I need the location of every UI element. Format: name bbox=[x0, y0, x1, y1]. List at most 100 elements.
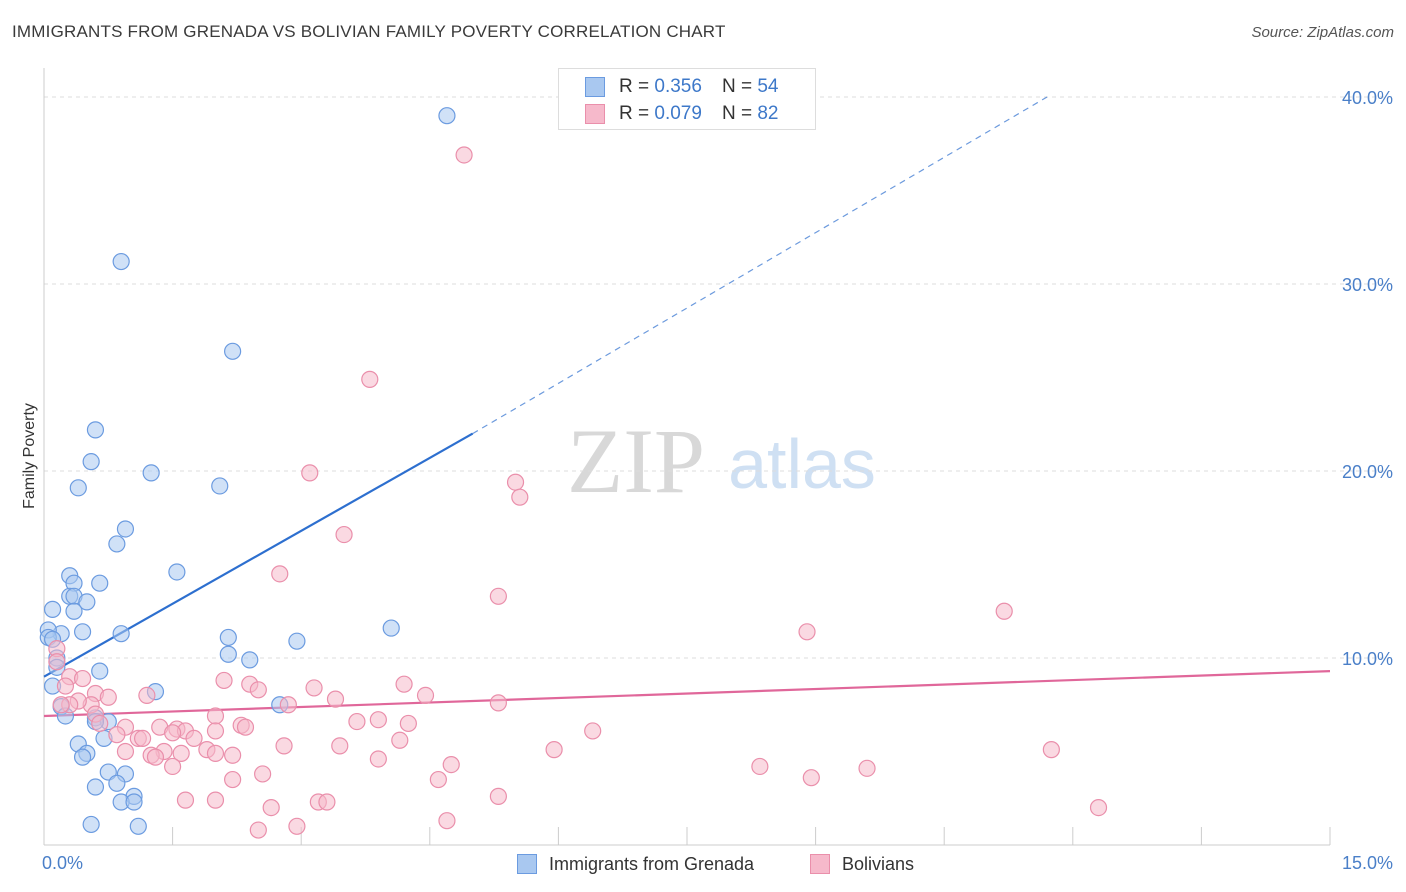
point-bolivian bbox=[326, 690, 345, 708]
legend-r-value: 0.356 bbox=[654, 76, 702, 97]
point-bolivian bbox=[206, 744, 225, 762]
point-bolivian bbox=[254, 765, 272, 783]
trend-lines bbox=[43, 96, 1331, 718]
point-bolivian bbox=[399, 714, 417, 733]
trend-line-bolivians bbox=[43, 669, 1331, 718]
point-bolivian bbox=[236, 718, 255, 736]
point-bolivian bbox=[1089, 798, 1108, 817]
watermark-zip: ZIP bbox=[567, 410, 705, 512]
point-grenada bbox=[86, 778, 105, 796]
point-bolivian bbox=[224, 746, 242, 764]
point-bolivian bbox=[206, 722, 225, 740]
legend-swatch-blue bbox=[585, 77, 605, 97]
watermark: ZIP atlas bbox=[567, 410, 876, 512]
point-bolivian bbox=[164, 757, 182, 776]
point-bolivian bbox=[455, 146, 473, 164]
point-bolivian bbox=[395, 675, 413, 693]
watermark-atlas: atlas bbox=[728, 425, 876, 503]
point-grenada bbox=[73, 623, 92, 641]
point-grenada bbox=[91, 574, 109, 592]
legend-row-bolivians: R = 0.079 N = 82 bbox=[585, 102, 778, 126]
point-bolivian bbox=[262, 798, 280, 817]
y-tick-label: 20.0% bbox=[1342, 462, 1393, 482]
point-bolivian bbox=[249, 821, 267, 839]
point-grenada bbox=[112, 252, 130, 271]
point-grenada bbox=[211, 477, 229, 495]
series-label-bolivians: Bolivians bbox=[842, 853, 915, 874]
y-tick-label: 40.0% bbox=[1342, 88, 1393, 108]
data-points bbox=[39, 107, 1108, 839]
point-bolivian bbox=[584, 722, 602, 740]
point-grenada bbox=[73, 748, 92, 766]
point-bolivian bbox=[224, 770, 242, 789]
point-grenada bbox=[219, 628, 237, 647]
series-legend-bolivians: Bolivians bbox=[810, 852, 914, 876]
point-grenada bbox=[125, 793, 143, 811]
point-grenada bbox=[168, 563, 186, 581]
point-bolivian bbox=[279, 696, 297, 714]
point-bolivian bbox=[176, 791, 195, 809]
legend-n-value: 82 bbox=[757, 103, 779, 124]
point-grenada bbox=[382, 619, 400, 637]
point-bolivian bbox=[206, 707, 225, 725]
point-bolivian bbox=[489, 787, 507, 805]
series-swatch-pink bbox=[810, 854, 830, 874]
point-grenada bbox=[241, 651, 259, 669]
point-grenada bbox=[82, 453, 100, 471]
series-label-grenada: Immigrants from Grenada bbox=[549, 853, 755, 874]
point-bolivian bbox=[391, 731, 409, 749]
point-bolivian bbox=[138, 686, 156, 705]
point-bolivian bbox=[751, 757, 769, 776]
trend-line-grenada-extension bbox=[472, 96, 1048, 435]
point-bolivian bbox=[545, 741, 563, 759]
point-bolivian bbox=[438, 812, 456, 830]
point-grenada bbox=[288, 632, 306, 650]
y-tick-label: 10.0% bbox=[1342, 649, 1393, 669]
point-bolivian bbox=[511, 488, 529, 506]
point-grenada bbox=[219, 645, 237, 663]
point-bolivian bbox=[489, 694, 507, 712]
point-bolivian bbox=[442, 755, 460, 774]
point-grenada bbox=[129, 817, 147, 835]
point-bolivian bbox=[52, 696, 70, 714]
point-bolivian bbox=[288, 817, 306, 835]
point-bolivian bbox=[369, 711, 387, 729]
stats-legend: R = 0.356 N = 54 R = 0.079 N = 82 bbox=[558, 68, 816, 130]
point-bolivian bbox=[56, 677, 75, 695]
point-bolivian bbox=[331, 737, 349, 755]
point-grenada bbox=[438, 107, 456, 125]
point-bolivian bbox=[116, 742, 135, 761]
point-bolivian bbox=[369, 750, 387, 768]
point-bolivian bbox=[133, 729, 152, 748]
y-tick-label: 30.0% bbox=[1342, 275, 1393, 295]
point-bolivian bbox=[995, 602, 1013, 620]
point-bolivian bbox=[271, 565, 289, 583]
point-bolivian bbox=[99, 688, 117, 706]
point-grenada bbox=[224, 342, 242, 360]
point-bolivian bbox=[361, 370, 379, 388]
point-grenada bbox=[108, 774, 126, 792]
point-bolivian bbox=[416, 686, 435, 705]
point-bolivian bbox=[301, 464, 319, 482]
point-bolivian bbox=[335, 525, 353, 544]
point-bolivian bbox=[91, 714, 109, 733]
point-bolivian bbox=[798, 623, 816, 641]
legend-r-label: R = bbox=[619, 103, 650, 124]
point-grenada bbox=[82, 815, 100, 834]
point-bolivian bbox=[506, 473, 525, 491]
point-bolivian bbox=[164, 724, 182, 742]
grid bbox=[44, 96, 1392, 659]
point-grenada bbox=[43, 600, 62, 618]
point-grenada bbox=[65, 602, 83, 620]
legend-n-label: N = bbox=[721, 103, 753, 124]
point-bolivian bbox=[215, 671, 233, 690]
point-bolivian bbox=[108, 726, 126, 744]
chart-title: IMMIGRANTS FROM GRENADA VS BOLIVIAN FAMI… bbox=[12, 22, 726, 41]
point-grenada bbox=[78, 593, 96, 611]
point-grenada bbox=[116, 520, 135, 538]
point-bolivian bbox=[48, 653, 66, 671]
point-bolivian bbox=[489, 587, 507, 605]
legend-swatch-pink bbox=[585, 104, 605, 124]
point-bolivian bbox=[305, 679, 323, 697]
point-grenada bbox=[142, 464, 160, 482]
